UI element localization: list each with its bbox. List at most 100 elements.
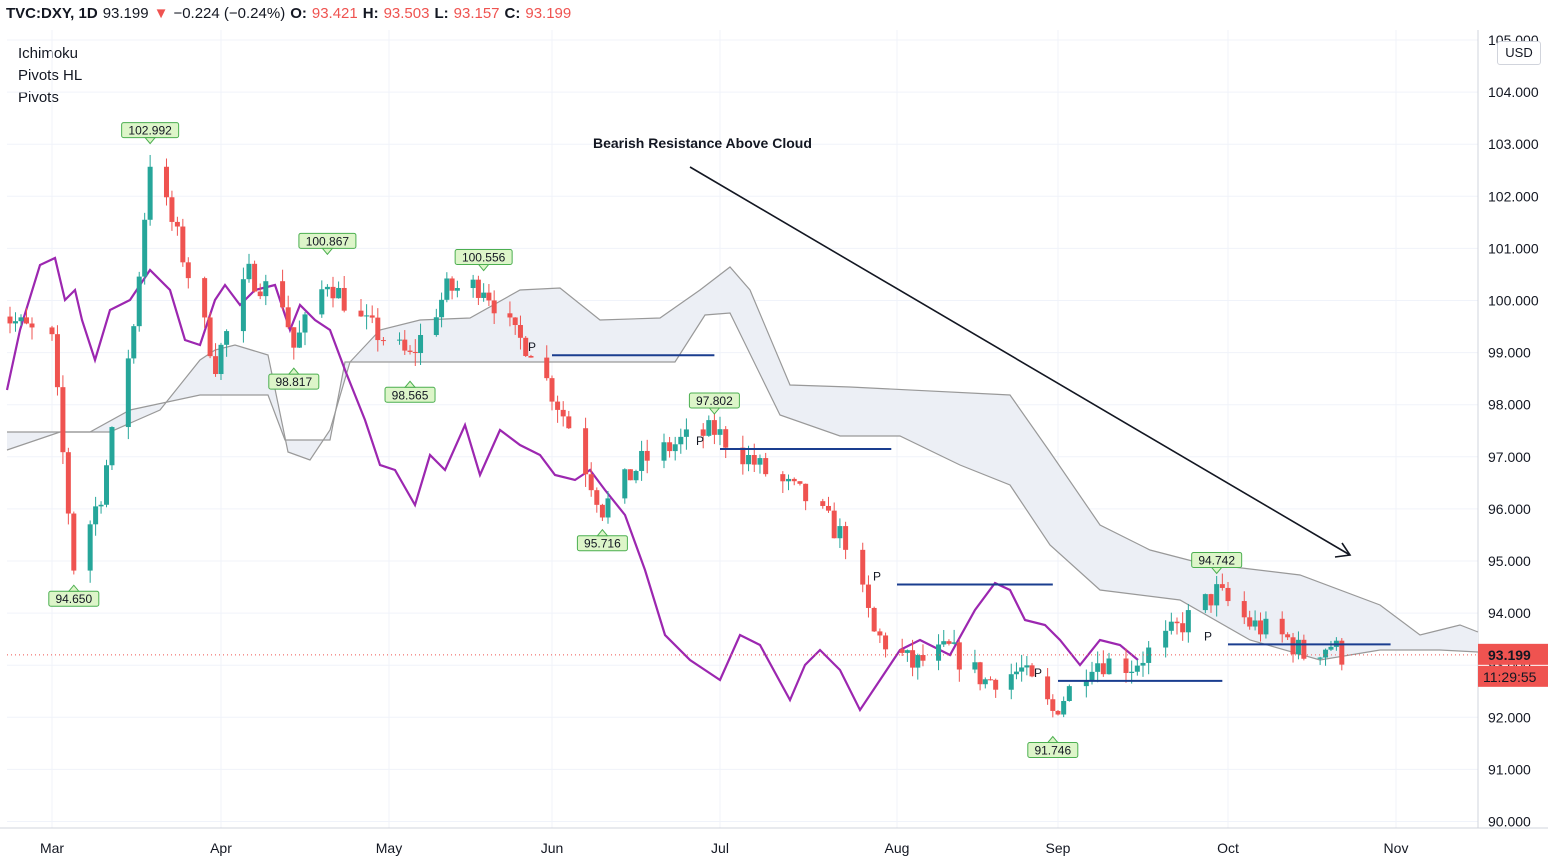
price-tick-label: 92.000 (1488, 709, 1531, 725)
candle-body (60, 387, 66, 453)
candle-body (296, 332, 302, 348)
candle-body (987, 679, 993, 681)
candle-body (87, 524, 93, 571)
currency-badge[interactable]: USD (1497, 41, 1541, 65)
candle-body (1241, 601, 1247, 618)
candle-body (544, 357, 550, 379)
candle-body (1174, 621, 1180, 624)
candle-body (185, 262, 191, 279)
candle-body (982, 679, 988, 685)
candle-body (324, 286, 330, 290)
candle-body (936, 644, 942, 661)
candle-body (672, 444, 678, 452)
time-tick-label: Sep (1046, 840, 1071, 856)
candle-body (711, 420, 717, 435)
price-tick-label: 98.000 (1488, 397, 1531, 413)
candle-body (1301, 639, 1307, 659)
candle-body (202, 278, 208, 318)
open-value: 93.421 (311, 4, 358, 22)
candle-body (780, 474, 786, 482)
candle-body (319, 289, 325, 315)
indicator-pivots[interactable]: Pivots (18, 89, 59, 106)
indicator-legend: Ichimoku Pivots HL Pivots (18, 43, 82, 109)
candle-body (1013, 671, 1019, 675)
pivot-badge-pointer (321, 247, 334, 256)
candle-body (240, 279, 246, 332)
candle-body (1055, 710, 1061, 715)
candle-body (549, 378, 555, 402)
price-tick-label: 94.000 (1488, 605, 1531, 621)
candle-body (594, 490, 600, 505)
candle-body (951, 642, 957, 644)
candle-body (1163, 630, 1169, 648)
candle-body (207, 317, 213, 357)
candle-body (644, 450, 650, 461)
trend-arrow-line (689, 166, 1351, 556)
candle-body (257, 291, 263, 297)
indicator-ichimoku[interactable]: Ichimoku (18, 45, 79, 62)
price-axis[interactable]: 105.000104.000103.000102.000101.000100.0… (1488, 32, 1539, 830)
candle-body (65, 452, 71, 514)
candle-body (883, 635, 889, 650)
candle-body (627, 469, 633, 481)
candle-body (1247, 617, 1253, 627)
candle-body (1219, 584, 1225, 588)
candle-body (512, 317, 518, 326)
pivot-badge-pointer (144, 137, 157, 145)
pivot-badge-text: 97.802 (696, 394, 733, 408)
candle-body (1258, 620, 1264, 635)
pivot-badge-pointer (287, 367, 300, 375)
price-tick-label: 97.000 (1488, 449, 1531, 465)
candle-body (639, 450, 645, 471)
candle-body (1323, 649, 1329, 658)
candle-body (1208, 594, 1214, 606)
candle-body (740, 447, 746, 465)
time-tick-label: Jun (541, 840, 564, 856)
candle-body (13, 321, 18, 324)
candle-body (169, 197, 175, 222)
candle-body (904, 650, 910, 653)
symbol-header: TVC:DXY, 1D 93.199 ▼ −0.224 (−0.24%) O: 9… (6, 3, 571, 23)
candle-body (831, 510, 837, 539)
candle-body (341, 287, 347, 311)
time-tick-label: Mar (40, 840, 64, 856)
pivot-high-low-labels: 102.992 94.650 100.867 98.817 100.556 98.565 9… (48, 122, 1243, 759)
time-axis[interactable]: Mar Apr May Jun Jul Aug Sep Oct Nov (40, 840, 1409, 856)
candle-body (1045, 676, 1051, 700)
candle-body (104, 465, 110, 505)
candle-body (291, 327, 297, 348)
candle-body (439, 299, 445, 318)
candle-body (444, 278, 450, 300)
pivot-badge-pointer (596, 528, 609, 537)
candle-body (475, 279, 481, 298)
trend-arrow-head (1334, 542, 1352, 558)
price-tick-label: 102.000 (1488, 188, 1539, 204)
pivot-label: P (528, 340, 536, 354)
price-tick-label: 90.000 (1488, 814, 1531, 830)
candle-body (364, 315, 370, 317)
candle-body (449, 278, 455, 291)
last-price-text: 93.199 (1488, 647, 1531, 663)
price-tick-label: 91.000 (1488, 761, 1531, 777)
pivot-badge-text: 94.650 (55, 592, 92, 606)
open-label: O: (290, 4, 307, 22)
pivot-badge-pointer (477, 264, 490, 272)
high-value: 93.503 (383, 4, 430, 22)
candle-body (977, 662, 983, 685)
candle-body (1202, 594, 1208, 611)
candle-body (418, 335, 424, 354)
price-tick-label: 104.000 (1488, 84, 1539, 100)
candle-body (1180, 623, 1186, 633)
candle-body (517, 325, 523, 338)
annotation-text[interactable]: Bearish Resistance Above Cloud (593, 135, 812, 151)
symbol-label[interactable]: TVC:DXY, 1D (6, 4, 98, 22)
candle-body (24, 317, 29, 324)
candle-body (555, 401, 561, 410)
candle-body (1285, 634, 1291, 638)
time-tick-label: May (376, 840, 402, 856)
candle-body (280, 281, 286, 308)
candle-body (71, 513, 77, 571)
candle-body (946, 641, 952, 644)
indicator-pivots-hl[interactable]: Pivots HL (18, 67, 83, 84)
